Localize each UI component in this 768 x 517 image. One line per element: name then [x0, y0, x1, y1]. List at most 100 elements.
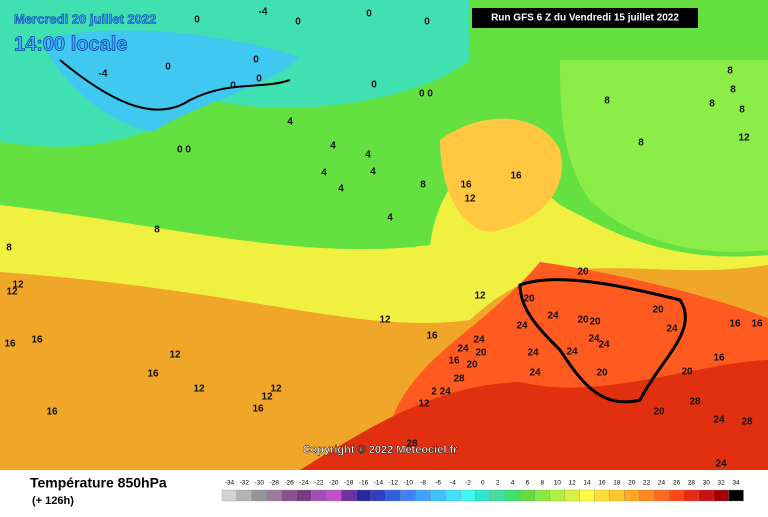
contour-label: 16 [31, 335, 43, 346]
contour-label: 16 [729, 319, 741, 330]
legend-swatch [504, 489, 521, 502]
legend-tick-label: -30 [255, 480, 265, 487]
legend-swatch [430, 489, 446, 502]
contour-label: 12 [193, 384, 205, 395]
contour-label: 0 [295, 17, 301, 28]
legend-tick-label: 12 [569, 480, 577, 487]
contour-label: 20 [653, 407, 665, 418]
zone-dark-red [300, 360, 768, 470]
contour-label: 24 [529, 368, 541, 379]
legend-tick-label: -2 [465, 480, 471, 487]
contour-label: 12 [261, 392, 273, 403]
legend-tick-label: 18 [613, 480, 621, 487]
legend-swatch [579, 489, 595, 502]
run-box [472, 8, 698, 28]
legend-swatch [609, 489, 625, 502]
contour-label: 16 [751, 319, 763, 330]
lead-time: (+ 126h) [32, 495, 74, 507]
legend-swatch [445, 489, 461, 502]
legend-tick-label: 24 [658, 480, 666, 487]
legend-tick-label: 32 [718, 480, 726, 487]
legend-swatch [221, 489, 238, 502]
contour-label: 0 [256, 74, 262, 85]
contour-label: 20 [577, 267, 589, 278]
legend-swatch [475, 489, 491, 502]
zone-light-green [560, 60, 768, 252]
contour-label: 28 [453, 374, 465, 385]
contour-label: 16 [252, 404, 264, 415]
legend-swatch [460, 489, 476, 502]
legend-tick-label: -14 [374, 480, 384, 487]
contour-label: 0 [424, 17, 430, 28]
legend-swatch [326, 489, 342, 502]
legend-swatch [370, 489, 387, 502]
legend-swatch [639, 489, 655, 502]
contour-label: 20 [589, 317, 601, 328]
contour-label: 24 [527, 348, 539, 359]
contour-line [518, 278, 687, 404]
contour-label: 28 [689, 397, 701, 408]
legend-tick-label: -28 [269, 480, 279, 487]
contour-label: 28 [741, 417, 753, 428]
legend-tick-label: -6 [435, 480, 441, 487]
contour-label: 20 [596, 368, 608, 379]
contour-label: 12 [270, 384, 282, 395]
contour-label: 8 [420, 180, 426, 191]
legend-tick-label: -20 [329, 480, 339, 487]
contour-label: 8 [730, 85, 736, 96]
contour-label: -4 [99, 69, 108, 80]
contour-label: 8 [739, 105, 745, 116]
legend-tick-label: 2 [496, 480, 500, 487]
legend-tick-label: -32 [240, 480, 250, 487]
contour-label: 12 [464, 194, 476, 205]
legend-tick-label: 26 [673, 480, 681, 487]
run-info: Run GFS 6 Z du Vendredi 15 juillet 2022 [491, 13, 679, 24]
legend-swatch [236, 489, 252, 502]
contour-label: 12 [12, 280, 24, 291]
contour-label: 16 [713, 353, 725, 364]
legend-swatch [668, 489, 685, 502]
contour-label: 0 [165, 62, 171, 73]
legend-tick-label: -10 [404, 480, 414, 487]
legend-swatch [385, 489, 401, 502]
contour-label: 20 [577, 315, 589, 326]
legend-swatch [653, 489, 670, 502]
contour-label: 24 [715, 459, 727, 470]
legend-title: Température 850hPa [30, 475, 167, 491]
legend-tick-label: 22 [643, 480, 651, 487]
contour-label: 0 [371, 80, 377, 91]
legend-swatch [683, 489, 699, 502]
contour-label: 20 [475, 348, 487, 359]
contour-label: 8 [638, 138, 644, 149]
legend-swatch [400, 489, 416, 502]
legend-tick-label: 8 [541, 480, 545, 487]
legend-swatch [698, 489, 714, 502]
contour-label: 24 [457, 344, 469, 355]
legend-swatch [549, 489, 565, 502]
contour-label: 4 [370, 167, 376, 178]
legend-tick-label: -34 [225, 480, 235, 487]
legend-swatch [251, 489, 267, 502]
legend-swatch [519, 489, 536, 502]
contour-label: 16 [46, 407, 58, 418]
contour-label: 20 [681, 367, 693, 378]
contour-label: 24 [547, 311, 559, 322]
contour-label: 24 [713, 415, 725, 426]
contour-label: 4 [387, 213, 393, 224]
zone-blue [40, 30, 300, 132]
date: Mercredi 20 juillet 2022 [14, 11, 156, 26]
contour-label: 4 [365, 150, 371, 161]
legend-tick-label: -12 [389, 480, 399, 487]
legend-tick-label: 28 [688, 480, 696, 487]
legend-tick-label: 0 [481, 480, 485, 487]
legend-tick-label: -22 [314, 480, 324, 487]
contour-label: 12 [379, 315, 391, 326]
contour-label: 8 [709, 99, 715, 110]
legend-swatch [266, 489, 282, 502]
legend-tick-label: -18 [344, 480, 354, 487]
legend-tick-label: 14 [583, 480, 591, 487]
contour-label: 8 [604, 96, 610, 107]
contour-label: 20 [466, 360, 478, 371]
contour-label: 8 [6, 243, 12, 254]
